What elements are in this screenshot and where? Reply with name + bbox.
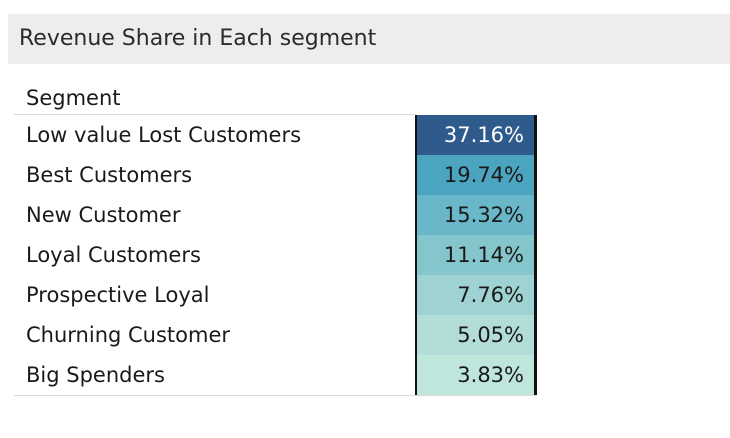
revenue-share-cell: 5.05% <box>415 315 537 355</box>
revenue-share-value: 7.76% <box>457 283 524 307</box>
revenue-share-cell: 15.32% <box>415 195 537 235</box>
revenue-share-value: 37.16% <box>443 123 524 147</box>
table-row: Big Spenders 3.83% <box>14 355 537 395</box>
revenue-share-cell: 7.76% <box>415 275 537 315</box>
table-row: Best Customers 19.74% <box>14 155 537 195</box>
segment-column-header: Segment <box>26 86 121 110</box>
segment-table: Low value Lost Customers 37.16% Best Custo… <box>14 115 537 395</box>
page-title: Revenue Share in Each segment <box>19 26 377 51</box>
segment-label: Prospective Loyal <box>26 283 210 307</box>
table-row: Prospective Loyal 7.76% <box>14 275 537 315</box>
revenue-share-value: 5.05% <box>457 323 524 347</box>
table-row: New Customer 15.32% <box>14 195 537 235</box>
revenue-share-cell: 19.74% <box>415 155 537 195</box>
segment-label: New Customer <box>26 203 181 227</box>
segment-label: Churning Customer <box>26 323 231 347</box>
table-row: Loyal Customers 11.14% <box>14 235 537 275</box>
revenue-share-value: 3.83% <box>457 363 524 387</box>
revenue-share-cell: 37.16% <box>415 115 537 155</box>
header-divider <box>14 114 415 115</box>
revenue-share-value: 11.14% <box>443 243 524 267</box>
title-bar: Revenue Share in Each segment <box>8 14 730 64</box>
table-row: Low value Lost Customers 37.16% <box>14 115 537 155</box>
table-row: Churning Customer 5.05% <box>14 315 537 355</box>
segment-label: Best Customers <box>26 163 193 187</box>
segment-label: Big Spenders <box>26 363 165 387</box>
table-bottom-divider <box>14 395 536 396</box>
revenue-share-value: 15.32% <box>443 203 524 227</box>
revenue-share-cell: 3.83% <box>415 355 537 395</box>
segment-label: Low value Lost Customers <box>26 123 302 147</box>
segment-label: Loyal Customers <box>26 243 201 267</box>
revenue-share-cell: 11.14% <box>415 235 537 275</box>
revenue-share-value: 19.74% <box>443 163 524 187</box>
